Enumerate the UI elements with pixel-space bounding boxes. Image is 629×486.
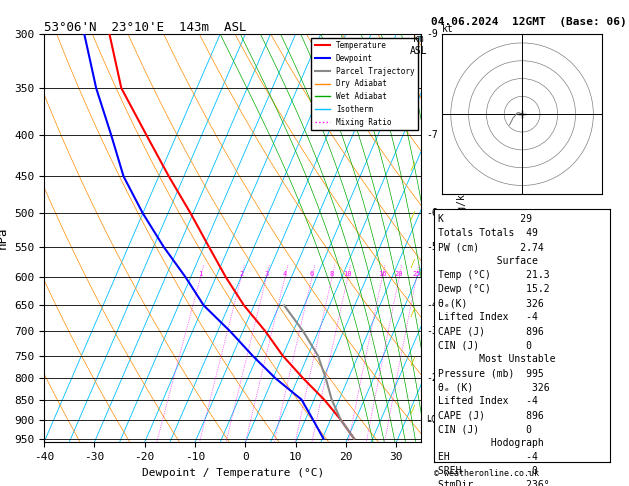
Text: 2: 2 — [239, 271, 243, 278]
Text: /: / — [409, 357, 415, 366]
Text: kt: kt — [442, 24, 454, 34]
Text: -2: -2 — [426, 373, 438, 383]
Text: 4: 4 — [283, 271, 287, 278]
Text: Mixing Ratio (g/kg): Mixing Ratio (g/kg) — [457, 182, 467, 294]
Text: 3: 3 — [264, 271, 269, 278]
X-axis label: Dewpoint / Temperature (°C): Dewpoint / Temperature (°C) — [142, 468, 324, 478]
Text: km
ASL: km ASL — [409, 34, 427, 55]
Text: /: / — [409, 260, 415, 269]
Text: 10: 10 — [343, 271, 352, 278]
Text: 1: 1 — [198, 271, 203, 278]
Text: /: / — [409, 405, 415, 415]
Text: -6: -6 — [426, 208, 438, 218]
Text: -4: -4 — [426, 300, 438, 311]
Text: LCL: LCL — [426, 415, 442, 424]
Text: 6: 6 — [310, 271, 314, 278]
Text: K             29
Totals Totals  49
PW (cm)       2.74
          Surface         : K 29 Totals Totals 49 PW (cm) 2.74 Surfa… — [438, 214, 602, 486]
Text: -7: -7 — [426, 130, 438, 140]
Legend: Temperature, Dewpoint, Parcel Trajectory, Dry Adiabat, Wet Adiabat, Isotherm, Mi: Temperature, Dewpoint, Parcel Trajectory… — [311, 38, 418, 130]
Text: -5: -5 — [426, 242, 438, 252]
Text: 53°06'N  23°10'E  143m  ASL: 53°06'N 23°10'E 143m ASL — [44, 21, 247, 34]
Text: -1: -1 — [426, 415, 438, 425]
Text: /: / — [409, 162, 415, 172]
Text: 8: 8 — [330, 271, 334, 278]
Text: /: / — [409, 308, 415, 318]
Text: /: / — [409, 211, 415, 221]
Text: 25: 25 — [412, 271, 421, 278]
Text: 04.06.2024  12GMT  (Base: 06): 04.06.2024 12GMT (Base: 06) — [431, 17, 626, 27]
Text: -3: -3 — [426, 327, 438, 336]
Y-axis label: hPa: hPa — [0, 227, 9, 249]
Text: -9: -9 — [426, 29, 438, 39]
Text: 20: 20 — [395, 271, 403, 278]
Text: 16: 16 — [378, 271, 387, 278]
Text: © weatheronline.co.uk: © weatheronline.co.uk — [434, 469, 539, 478]
